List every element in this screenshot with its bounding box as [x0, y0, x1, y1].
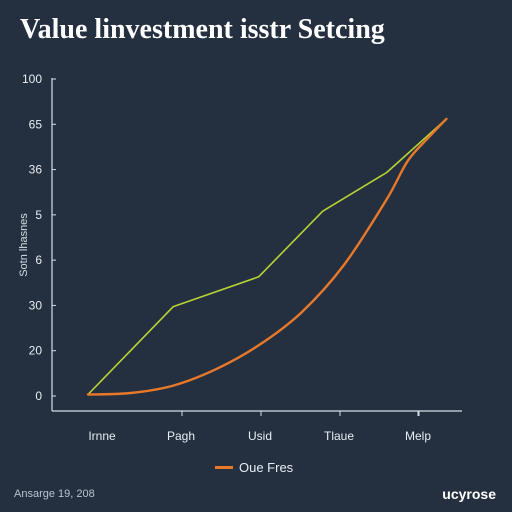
series-line-oue-fres — [86, 117, 448, 396]
footer-date: Ansarge 19, 208 — [14, 488, 95, 500]
y-tick-label: 6 — [35, 253, 42, 267]
chart-legend: Oue Fres — [215, 460, 293, 475]
y-tick-label: 20 — [29, 344, 43, 358]
footer-brand-logo: ucyrose — [442, 486, 496, 502]
y-tick-label: 65 — [29, 117, 43, 131]
chart-series — [86, 117, 448, 396]
x-tick-label: Usid — [248, 429, 272, 443]
y-tick-label: 0 — [35, 389, 42, 403]
y-tick-label: 100 — [22, 72, 42, 86]
y-tick-label: 30 — [29, 298, 43, 312]
y-tick-label: 36 — [29, 163, 43, 177]
legend-entry: Oue Fres — [239, 460, 294, 475]
chart-axes — [51, 78, 462, 412]
x-tick-label: Irnne — [88, 429, 116, 443]
y-axis-label: Sotn lhasnes — [18, 213, 30, 277]
chart-title: Value linvestment isstr Setcing — [20, 14, 385, 45]
y-tick-label: 5 — [35, 208, 42, 222]
series-line-green — [87, 118, 448, 396]
x-tick-label: Melp — [405, 429, 431, 443]
x-tick-label: Tlaue — [324, 429, 354, 443]
legend-swatch — [215, 466, 233, 469]
x-tick-label: Pagh — [167, 429, 195, 443]
x-tick-labels: Irnne Pagh Usid Tlaue Melp — [88, 411, 431, 443]
